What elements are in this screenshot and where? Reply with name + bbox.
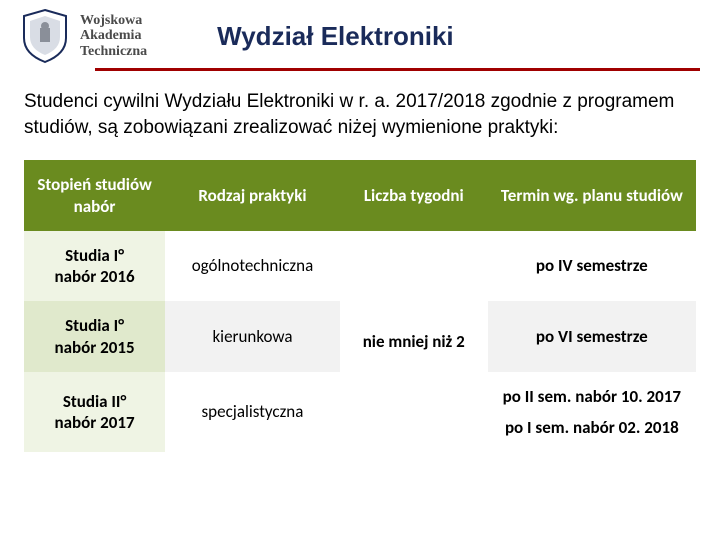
page-title: Wydział Elektroniki — [217, 21, 453, 52]
term-line1: po II sem. nabór 10. 2017 — [496, 386, 688, 417]
th-degree-line1: Stopień studiów — [32, 174, 157, 195]
cell-type: kierunkowa — [165, 301, 340, 372]
university-crest-icon — [20, 8, 70, 64]
degree-line1: Studia I° — [32, 245, 157, 266]
cell-term: po VI semestrze — [488, 301, 696, 372]
th-degree: Stopień studiów nabór — [24, 160, 165, 231]
table-row: Studia I° nabór 2016 ogólnotechniczna ni… — [24, 231, 696, 302]
table-header-row: Stopień studiów nabór Rodzaj praktyki Li… — [24, 160, 696, 231]
cell-degree: Studia I° nabór 2015 — [24, 301, 165, 372]
th-type: Rodzaj praktyki — [165, 160, 340, 231]
brand-line-1: Wojskowa — [80, 13, 147, 28]
cell-term-multi: po II sem. nabór 10. 2017 po I sem. nabó… — [488, 372, 696, 453]
intro-text: Studenci cywilni Wydziału Elektroniki w … — [24, 89, 696, 140]
header: Wojskowa Akademia Techniczna Wydział Ele… — [0, 0, 720, 64]
brand-line-2: Akademia — [80, 28, 147, 43]
cell-type: specjalistyczna — [165, 372, 340, 453]
cell-degree: Studia II° nabór 2017 — [24, 372, 165, 453]
degree-line2: nabór 2015 — [32, 337, 157, 358]
term-line2: po I sem. nabór 02. 2018 — [496, 417, 688, 438]
cell-term: po IV semestrze — [488, 231, 696, 302]
cell-type: ogólnotechniczna — [165, 231, 340, 302]
cell-weeks-merged: nie mniej niż 2 — [340, 231, 488, 453]
th-degree-line2: nabór — [32, 196, 157, 217]
degree-line1: Studia II° — [32, 391, 157, 412]
th-weeks: Liczba tygodni — [340, 160, 488, 231]
th-term: Termin wg. planu studiów — [488, 160, 696, 231]
degree-line2: nabór 2017 — [32, 412, 157, 433]
cell-degree: Studia I° nabór 2016 — [24, 231, 165, 302]
practices-table: Stopień studiów nabór Rodzaj praktyki Li… — [24, 160, 696, 452]
content: Studenci cywilni Wydziału Elektroniki w … — [0, 71, 720, 452]
brand-name: Wojskowa Akademia Techniczna — [80, 13, 147, 59]
degree-line2: nabór 2016 — [32, 266, 157, 287]
brand-line-3: Techniczna — [80, 44, 147, 59]
degree-line1: Studia I° — [32, 315, 157, 336]
